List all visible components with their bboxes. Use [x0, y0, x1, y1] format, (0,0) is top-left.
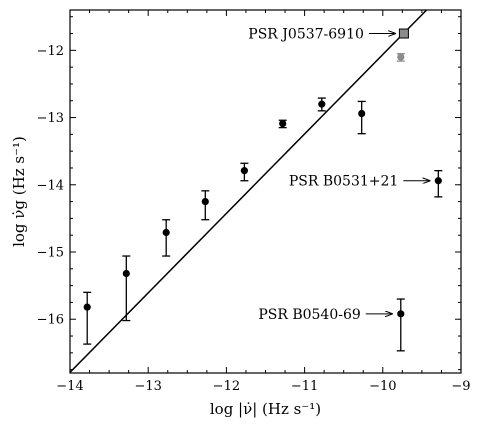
y-axis-label: log ν̇g (Hz s⁻¹): [10, 136, 28, 247]
x-axis-label: log |ν̇| (Hz s⁻¹): [210, 400, 321, 418]
y-tick-label: −15: [37, 246, 64, 261]
x-tick-label: −11: [291, 379, 318, 394]
data-point: [358, 109, 366, 118]
plot-content: PSR J0537-6910 PSR B0531+21 PSR B0540-69: [70, 10, 443, 373]
data-point: [318, 100, 326, 108]
axis-ticks: −14 −13 −12 −11 −10 −9 −16 −15 −14 −13 −12: [37, 10, 471, 394]
annotation-label: PSR B0531+21: [289, 174, 398, 190]
data-point: [83, 303, 91, 311]
x-tick-label: −12: [213, 379, 240, 394]
fit-line: [70, 10, 428, 373]
x-tick-label: −13: [134, 379, 161, 394]
y-tick-label: −13: [37, 111, 64, 126]
data-point: [122, 269, 130, 278]
x-tick-label: −10: [369, 379, 396, 394]
data-point: [279, 120, 287, 128]
y-tick-label: −16: [37, 313, 64, 328]
data-point: [240, 167, 248, 175]
annotation-label: PSR J0537-6910: [248, 27, 364, 43]
y-tick-label: −14: [37, 178, 64, 193]
x-tick-label: −9: [451, 379, 470, 394]
data-point: [434, 177, 442, 185]
annotation-label: PSR B0540-69: [258, 307, 360, 323]
data-point: [201, 197, 209, 206]
data-point-square: [398, 28, 409, 39]
data-point: [162, 228, 170, 237]
data-point: [397, 53, 405, 61]
x-tick-label: −14: [56, 379, 83, 394]
y-tick-label: −12: [37, 44, 64, 59]
data-point: [397, 310, 405, 318]
